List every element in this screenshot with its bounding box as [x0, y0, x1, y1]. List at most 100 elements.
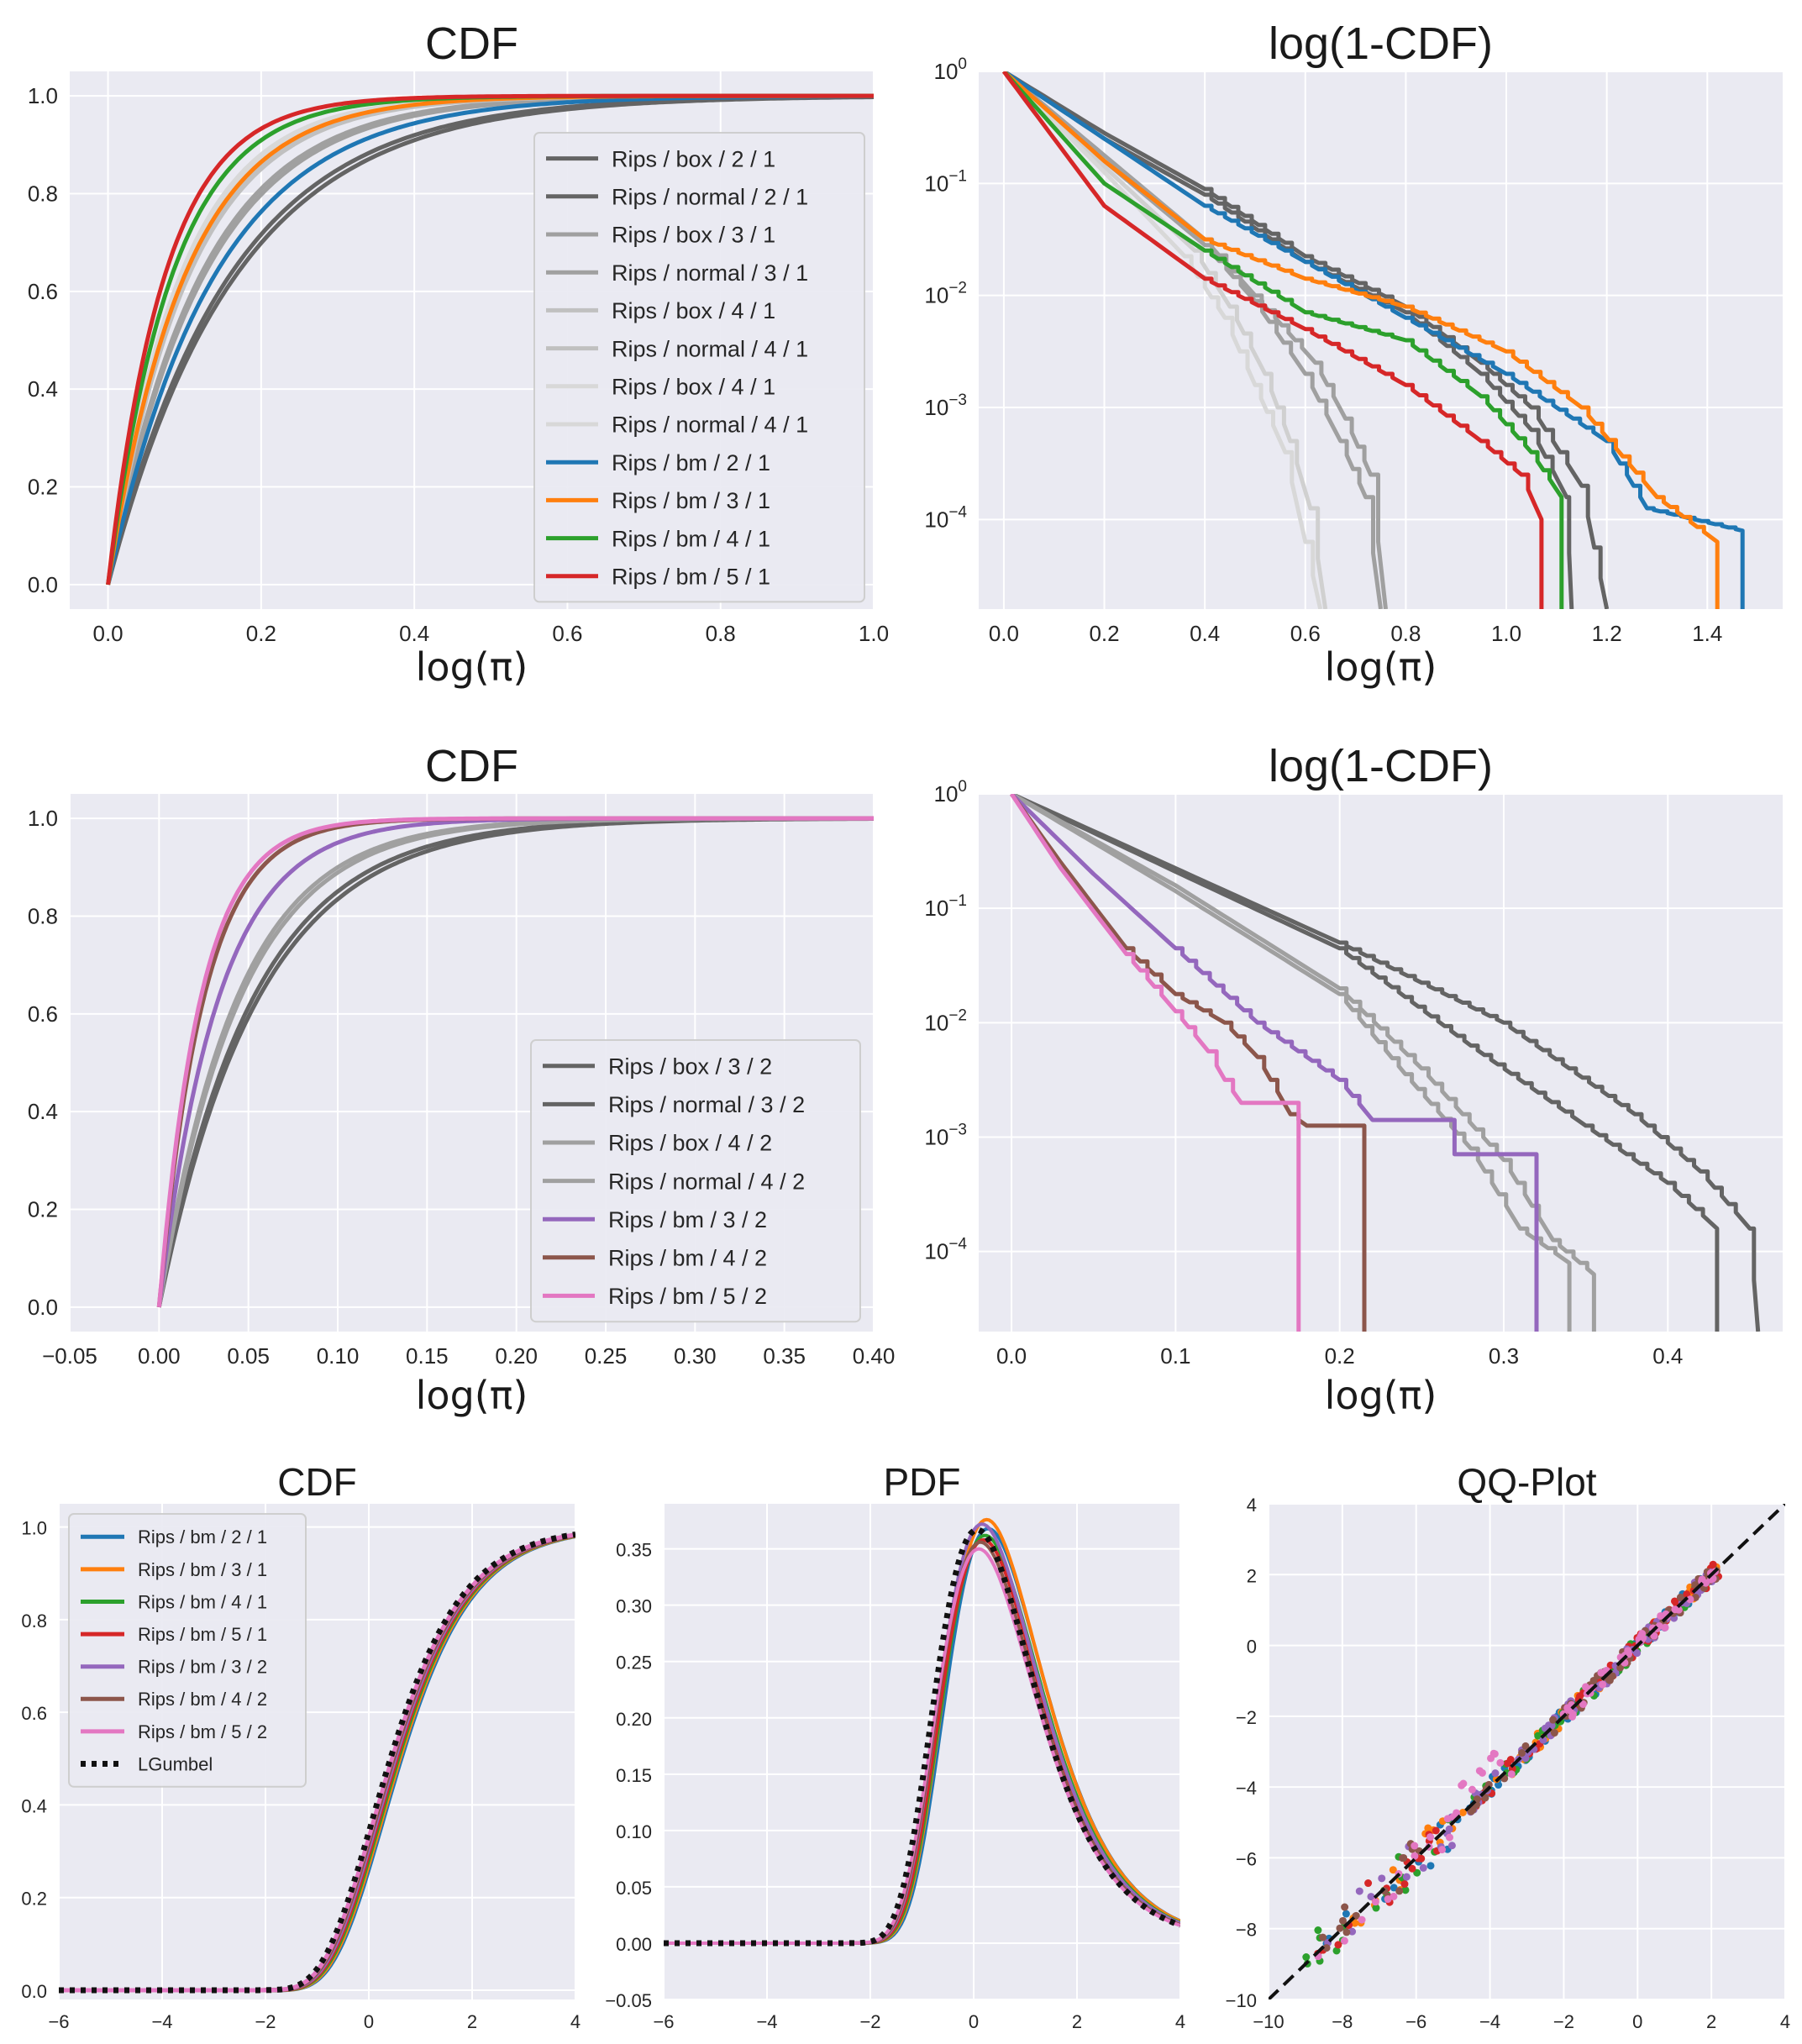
legend-box: [68, 1513, 307, 1788]
x-axis-label: log(π): [1325, 1373, 1437, 1418]
qq-point: [1342, 1910, 1350, 1918]
qq-point: [1447, 1842, 1456, 1850]
panel-p3: −0.05 0.00 0.05 0.10 0.15 0.20 0.25 0.30 0.35 0.4…: [28, 741, 895, 1418]
chart-title: log(1-CDF): [1269, 18, 1493, 69]
x-tick-label: 0.0: [989, 621, 1019, 646]
y-tick-label: 0.0: [21, 1981, 47, 2002]
qq-point: [1597, 1668, 1605, 1677]
legend-label: Rips / normal / 4 / 2: [608, 1169, 805, 1194]
series-line-9: [1001, 71, 1544, 609]
qq-point: [1384, 1895, 1392, 1904]
qq-point: [1475, 1767, 1484, 1775]
y-tick-label: −8: [1236, 1920, 1257, 1941]
qq-point: [1638, 1630, 1647, 1638]
x-tick-label: 0.2: [1325, 1343, 1355, 1369]
x-tick-label: 0.15: [406, 1343, 449, 1369]
x-tick-label: 4: [1780, 2011, 1790, 2032]
qq-point: [1332, 1947, 1341, 1955]
qq-point: [1698, 1575, 1706, 1584]
legend-label: Rips / bm / 3 / 2: [138, 1657, 267, 1678]
x-tick-label: 1.4: [1692, 621, 1722, 646]
legend-label: Rips / normal / 4 / 1: [612, 412, 808, 438]
chart-title: CDF: [277, 1460, 357, 1504]
series-line-7: [664, 1526, 1180, 1947]
y-tick-label: 10−2: [924, 1006, 967, 1035]
series-line-6: [1010, 794, 1301, 1332]
y-tick-label: −0.05: [605, 1990, 652, 2011]
qq-point: [1445, 1833, 1453, 1842]
x-tick-label: −6: [48, 2011, 69, 2032]
qq-point: [1443, 1815, 1452, 1823]
x-tick-label: −6: [1405, 2011, 1426, 2032]
x-tick-label: 0.0: [92, 621, 123, 646]
qq-point: [1400, 1880, 1409, 1889]
x-tick-label: 0: [364, 2011, 374, 2032]
qq-point: [1411, 1852, 1419, 1860]
x-tick-label: 0.8: [706, 621, 736, 646]
qq-point: [1459, 1779, 1468, 1788]
qq-point: [1351, 1919, 1359, 1927]
y-tick-label: 0.8: [28, 903, 58, 928]
reference-line: [1269, 1504, 1785, 1999]
data-layer: [1010, 794, 1761, 1332]
x-axis-label: log(π): [416, 644, 528, 690]
qq-point: [1342, 1928, 1351, 1936]
x-tick-label: 1.0: [859, 621, 889, 646]
y-tick-label: 10−4: [924, 503, 967, 532]
plot-background: [979, 794, 1783, 1332]
qq-point: [1549, 1716, 1558, 1724]
x-tick-label: −6: [653, 2011, 674, 2032]
y-tick-label: 0.4: [28, 376, 58, 402]
y-tick-label: 0.6: [28, 1001, 58, 1027]
y-tick-label: 2: [1247, 1565, 1257, 1586]
x-axis-label: log(π): [1325, 644, 1437, 690]
qq-point: [1426, 1833, 1435, 1842]
legend: Rips / bm / 2 / 1 Rips / bm / 3 / 1 Rips /…: [68, 1513, 307, 1788]
series-line-4: [1002, 71, 1328, 609]
y-tick-label: −2: [1236, 1707, 1257, 1728]
qq-point: [1605, 1675, 1613, 1684]
chart-title: CDF: [425, 18, 518, 69]
qq-point: [1489, 1749, 1498, 1758]
panel-p1: 0.0 0.2 0.4 0.6 0.8 1.0 0.0 0.2 0.4 0.6 0.8 1.0 CDF l…: [28, 18, 889, 690]
x-tick-label: 4: [1175, 2011, 1185, 2032]
legend-label: Rips / bm / 4 / 2: [138, 1689, 267, 1710]
qq-point: [1319, 1933, 1327, 1942]
qq-point: [1709, 1560, 1717, 1568]
qq-point: [1581, 1683, 1589, 1691]
chart-title: log(1-CDF): [1269, 741, 1493, 791]
qq-point: [1550, 1729, 1558, 1737]
qq-point: [1355, 1887, 1363, 1895]
y-tick-label: 10−3: [924, 391, 967, 420]
qq-point: [1378, 1874, 1386, 1883]
x-tick-label: 0.4: [1652, 1343, 1683, 1369]
panel-p5: −6 −4 −2 0 2 4 0.0 0.2 0.4 0.6 0.8 1.0 CDF Rips / bm …: [21, 1460, 581, 2032]
y-tick-label: 0.2: [21, 1889, 47, 1910]
panel-p2: 0.0 0.2 0.4 0.6 0.8 1.0 1.2 1.4 100 10−1 10−2 10−3 1…: [924, 18, 1783, 690]
data-layer: [59, 1531, 575, 1994]
qq-point: [1432, 1826, 1440, 1835]
y-tick-label: 0.10: [616, 1821, 652, 1842]
qq-point: [1650, 1632, 1658, 1640]
legend-label: Rips / bm / 5 / 2: [138, 1721, 267, 1742]
legend-label: Rips / bm / 5 / 2: [608, 1284, 767, 1309]
y-tick-label: 0.0: [28, 1295, 58, 1320]
qq-point: [1390, 1884, 1398, 1892]
qq-point: [1419, 1863, 1427, 1872]
series-line-5: [1002, 71, 1323, 609]
qq-point: [1348, 1927, 1357, 1936]
panel-p7: −10 −8 −6 −4 −2 0 2 4 −10 −8 −6 −4 −2 0 2 4 QQ-Plot: [1226, 1460, 1790, 2032]
y-tick-label: 1.0: [28, 83, 58, 108]
panel-p4: 0.0 0.1 0.2 0.3 0.4 100 10−1 10−2 10−3 10−4 log(1-…: [924, 741, 1783, 1418]
y-tick-label: 100: [934, 778, 968, 807]
qq-point: [1390, 1892, 1398, 1900]
qq-point: [1341, 1903, 1349, 1911]
qq-point: [1496, 1758, 1505, 1767]
x-tick-label: 0: [1632, 2011, 1642, 2032]
legend-label: Rips / bm / 3 / 1: [138, 1559, 267, 1580]
y-tick-label: 0.4: [21, 1795, 47, 1816]
x-tick-label: 2: [1706, 2011, 1716, 2032]
legend-label: Rips / bm / 4 / 2: [608, 1246, 767, 1271]
series-line-7: [59, 1531, 575, 1994]
y-tick-label: 100: [934, 55, 968, 84]
